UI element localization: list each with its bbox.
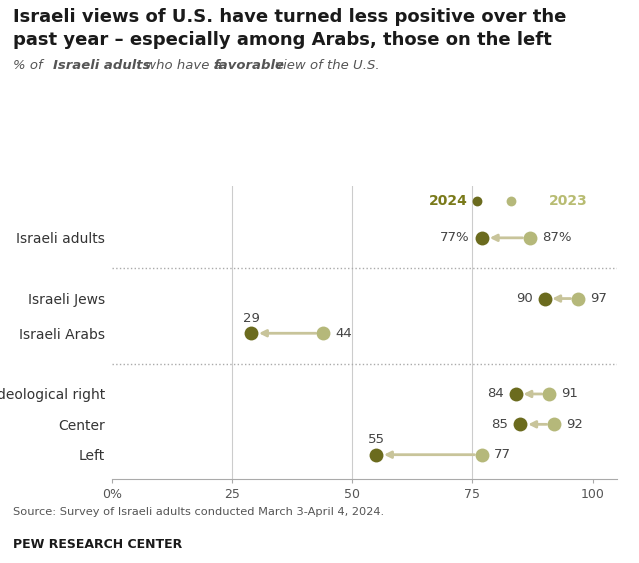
Point [549, 420, 559, 429]
Text: 92: 92 [566, 418, 583, 431]
Point [511, 390, 521, 399]
Text: Source: Survey of Israeli adults conducted March 3-April 4, 2024.: Source: Survey of Israeli adults conduct… [13, 507, 384, 517]
Point [544, 390, 555, 399]
Point [516, 420, 526, 429]
Text: 85: 85 [491, 418, 509, 431]
Text: past year – especially among Arabs, those on the left: past year – especially among Arabs, thos… [13, 31, 551, 49]
Text: 91: 91 [561, 387, 578, 400]
Point [246, 329, 256, 338]
Point [477, 450, 487, 459]
Point [525, 233, 535, 242]
Text: Israeli adults: Israeli adults [53, 59, 151, 72]
Text: who have a: who have a [141, 59, 226, 72]
Text: 84: 84 [487, 387, 504, 400]
Text: Israeli views of U.S. have turned less positive over the: Israeli views of U.S. have turned less p… [13, 8, 566, 26]
Text: 55: 55 [368, 433, 385, 446]
Text: favorable: favorable [213, 59, 284, 72]
Text: view of the U.S.: view of the U.S. [271, 59, 380, 72]
Point [371, 450, 381, 459]
Point [472, 196, 482, 205]
Point [477, 233, 487, 242]
Text: 77: 77 [494, 448, 511, 461]
Text: % of: % of [13, 59, 47, 72]
Text: 44: 44 [335, 327, 352, 339]
Text: 90: 90 [516, 292, 532, 305]
Point [573, 294, 583, 303]
Text: 2023: 2023 [550, 194, 588, 208]
Text: 87%: 87% [542, 231, 572, 244]
Text: 77%: 77% [440, 231, 470, 244]
Text: PEW RESEARCH CENTER: PEW RESEARCH CENTER [13, 538, 182, 551]
Text: 29: 29 [243, 311, 259, 325]
Point [318, 329, 328, 338]
Text: 97: 97 [590, 292, 607, 305]
Point [539, 294, 550, 303]
Point [505, 196, 516, 205]
Text: 2024: 2024 [429, 194, 468, 208]
